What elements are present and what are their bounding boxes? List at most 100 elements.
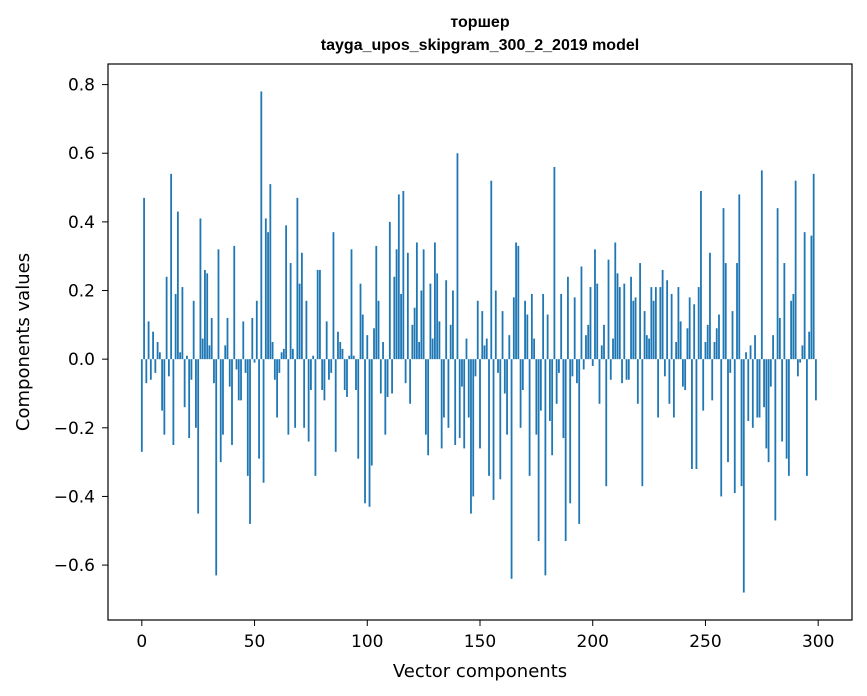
bar — [512, 297, 515, 360]
bar — [571, 359, 574, 377]
bar — [411, 324, 414, 360]
bar — [413, 307, 416, 360]
x-tick-label: 300 — [802, 632, 834, 652]
bar — [580, 266, 583, 360]
bar — [722, 208, 725, 360]
bar — [729, 359, 732, 373]
bar — [492, 359, 495, 500]
x-tick-label: 50 — [244, 632, 266, 652]
bar — [323, 359, 326, 401]
bar — [587, 324, 590, 360]
bar — [361, 314, 364, 360]
bar — [607, 259, 610, 360]
y-tick-label: 0.0 — [68, 350, 95, 370]
bar — [348, 355, 351, 360]
bar — [627, 359, 630, 380]
bar — [400, 293, 402, 360]
bar — [447, 359, 450, 428]
bar — [364, 359, 366, 504]
bar — [276, 359, 278, 418]
bar — [406, 252, 409, 360]
bar — [555, 359, 558, 404]
bar — [255, 300, 258, 360]
bar — [224, 345, 227, 360]
bar — [578, 359, 581, 524]
bar — [623, 283, 626, 360]
bar — [188, 359, 191, 439]
bar — [219, 359, 222, 463]
bar — [436, 273, 439, 360]
bar — [167, 359, 170, 377]
bar — [476, 300, 479, 360]
bar — [553, 166, 556, 360]
bar — [158, 352, 161, 360]
bar — [240, 359, 242, 401]
bar — [603, 324, 605, 360]
bar — [634, 297, 637, 360]
bar — [190, 359, 193, 380]
bar — [612, 338, 614, 360]
bar — [706, 324, 709, 360]
bar — [355, 359, 357, 391]
bar — [409, 359, 412, 404]
bar — [461, 359, 463, 387]
bar — [528, 359, 531, 476]
bar — [616, 273, 619, 360]
bar — [222, 359, 224, 435]
bar — [630, 276, 632, 360]
bar — [174, 293, 177, 360]
bar — [434, 242, 436, 360]
bar — [539, 359, 542, 411]
bar — [488, 359, 490, 476]
bar — [772, 335, 774, 360]
bar — [258, 359, 260, 459]
bar — [296, 197, 299, 360]
bar — [226, 317, 229, 360]
bar — [330, 359, 333, 373]
bar — [585, 335, 587, 360]
bar — [303, 359, 306, 428]
bar — [267, 232, 269, 360]
y-tick-label: 0.2 — [68, 282, 95, 302]
bar — [695, 359, 698, 469]
bar — [785, 359, 788, 459]
bar — [530, 293, 533, 360]
bar — [199, 218, 202, 360]
bar — [652, 300, 655, 360]
bar — [415, 242, 418, 360]
bar — [384, 359, 387, 435]
bar — [391, 359, 393, 394]
bar — [709, 252, 711, 360]
bar — [740, 359, 743, 487]
bar — [591, 359, 594, 367]
bar — [600, 345, 603, 360]
bar — [431, 338, 434, 360]
bar — [749, 345, 752, 360]
bar — [544, 359, 547, 576]
bar — [449, 324, 452, 360]
y-tick-label: −0.2 — [54, 419, 95, 439]
bar — [582, 359, 585, 370]
bar — [366, 335, 369, 360]
bar — [201, 338, 204, 360]
bar — [682, 359, 684, 387]
bar — [285, 225, 288, 360]
bar — [521, 359, 524, 391]
chart-title: торшер — [450, 14, 509, 31]
bar — [614, 242, 617, 360]
bar — [152, 331, 154, 360]
bar — [535, 359, 538, 435]
bar — [456, 153, 459, 360]
bar — [765, 359, 768, 449]
bar — [368, 359, 371, 507]
bar — [332, 232, 335, 360]
bar — [339, 342, 342, 360]
y-tick-label: 0.8 — [68, 76, 95, 96]
bar — [300, 252, 303, 360]
bar — [643, 311, 646, 360]
bar — [501, 311, 504, 360]
bar — [379, 359, 382, 394]
bar — [321, 359, 324, 391]
bar — [645, 335, 648, 360]
bar — [370, 359, 373, 466]
